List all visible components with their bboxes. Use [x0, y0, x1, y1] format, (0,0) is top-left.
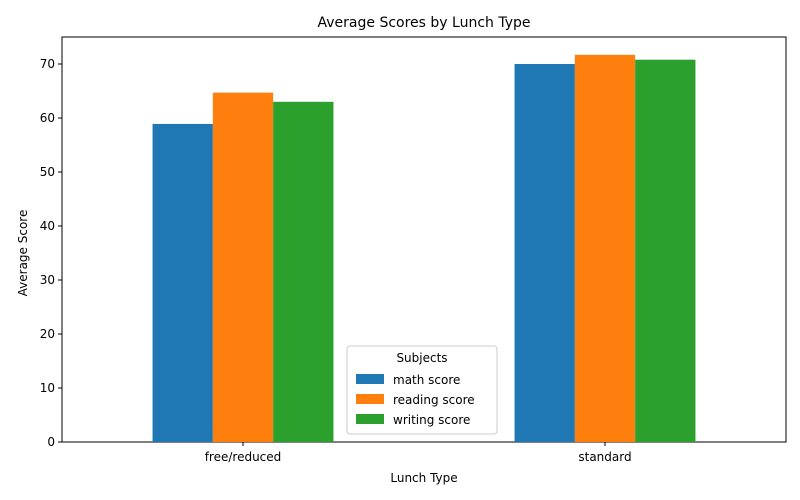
y-tick-label: 30 — [40, 273, 55, 287]
y-axis-label: Average Score — [16, 210, 30, 297]
bar-writing-score-standard — [635, 59, 696, 443]
y-tick-label: 70 — [40, 57, 55, 71]
y-tick-label: 50 — [40, 165, 55, 179]
bar-reading-score-free-reduced — [212, 92, 274, 443]
bar-writing-score-free-reduced — [273, 101, 334, 443]
legend-swatch — [356, 394, 384, 404]
legend-label: math score — [393, 373, 460, 387]
legend-swatch — [356, 414, 384, 424]
y-tick-label: 20 — [40, 327, 55, 341]
bar-math-score-free-reduced — [152, 123, 213, 442]
y-tick-label: 10 — [40, 381, 55, 395]
bar-math-score-standard — [514, 64, 575, 442]
y-tick-label: 40 — [40, 219, 55, 233]
legend: Subjects math score reading score writing … — [346, 345, 498, 435]
legend-title: Subjects — [396, 351, 447, 365]
bars-group — [152, 54, 696, 443]
x-axis-label: Lunch Type — [390, 471, 457, 485]
legend-swatch — [356, 374, 384, 384]
bar-reading-score-standard — [574, 54, 636, 442]
legend-label: writing score — [393, 413, 470, 427]
x-axis: free/reduced standard — [205, 442, 632, 464]
plot-frame — [61, 36, 787, 443]
y-tick-label: 60 — [40, 111, 55, 125]
y-axis: 0 10 20 30 40 50 60 70 — [40, 57, 62, 449]
legend-box — [346, 345, 498, 435]
legend-label: reading score — [393, 393, 475, 407]
x-tick-label: free/reduced — [205, 450, 282, 464]
y-tick-label: 0 — [47, 435, 55, 449]
x-tick-label: standard — [578, 450, 631, 464]
chart-title: Average Scores by Lunch Type — [318, 15, 531, 31]
